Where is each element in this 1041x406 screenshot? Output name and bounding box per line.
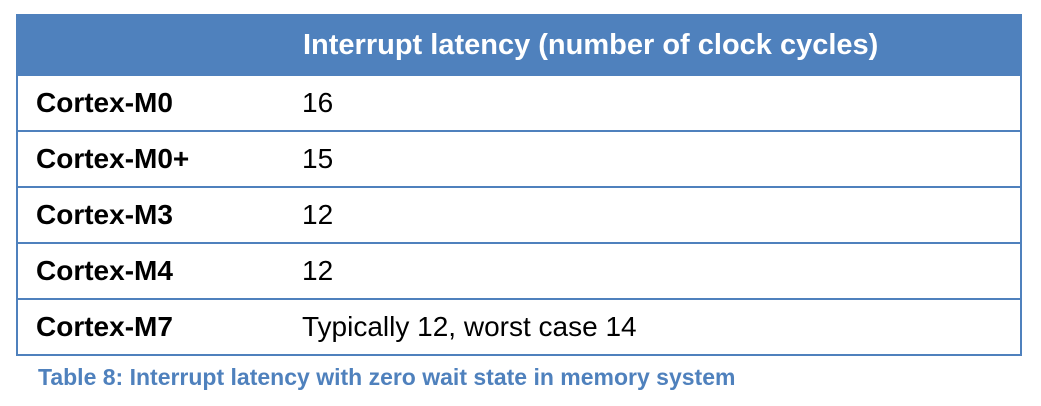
table-caption: Table 8: Interrupt latency with zero wai… [38, 364, 736, 390]
header-processor [16, 14, 285, 76]
table-row: Cortex-M0+ 15 [16, 130, 1022, 188]
latency-cell: 12 [284, 242, 1022, 300]
table-row: Cortex-M0 16 [16, 74, 1022, 132]
processor-cell: Cortex-M0 [16, 74, 284, 132]
header-latency: Interrupt latency (number of clock cycle… [283, 14, 1022, 76]
table-header-row: Interrupt latency (number of clock cycle… [16, 14, 1022, 76]
table-row: Cortex-M4 12 [16, 242, 1022, 300]
table-row: Cortex-M3 12 [16, 186, 1022, 244]
latency-cell: 16 [284, 74, 1022, 132]
latency-cell: 15 [284, 130, 1022, 188]
processor-cell: Cortex-M4 [16, 242, 284, 300]
processor-cell: Cortex-M3 [16, 186, 284, 244]
latency-cell: Typically 12, worst case 14 [284, 298, 1022, 356]
interrupt-latency-table: Interrupt latency (number of clock cycle… [16, 14, 1022, 356]
processor-cell: Cortex-M7 [16, 298, 284, 356]
latency-cell: 12 [284, 186, 1022, 244]
processor-cell: Cortex-M0+ [16, 130, 284, 188]
table-row: Cortex-M7 Typically 12, worst case 14 [16, 298, 1022, 356]
